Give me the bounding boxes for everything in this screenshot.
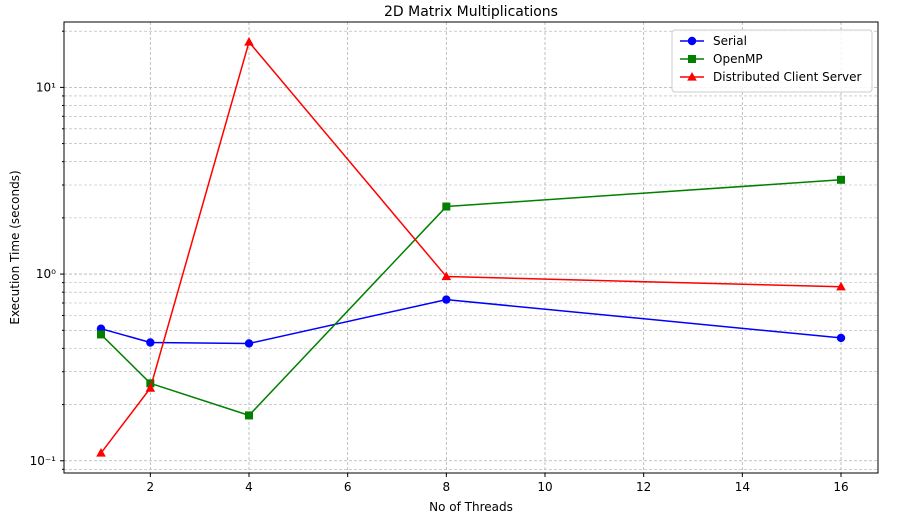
grid-layer [64,22,878,473]
data-point [836,333,846,343]
x-tick-label: 16 [833,480,848,494]
legend-box [671,29,873,93]
data-point [244,37,254,46]
data-point [96,448,106,457]
x-tick-label: 14 [735,480,750,494]
x-tick-label: 6 [344,480,352,494]
y-tick-label: 10¹ [36,80,56,94]
series-line [100,179,842,417]
series-2 [96,37,846,457]
y-tick-label: 10⁻¹ [30,454,57,468]
data-point [145,383,156,392]
legend-marker [687,36,697,46]
x-axis-label: No of Threads [429,500,513,514]
data-point [442,202,451,211]
legend-marker [687,72,697,81]
x-tick-label: 4 [245,480,253,494]
series-1 [97,175,845,420]
y-tick-label: 10⁰ [36,267,56,281]
legend-label: OpenMP [713,52,763,66]
data-point [245,411,253,420]
x-tick-label: 10 [537,480,552,494]
legend: Serial OpenMP Distributed Client Server [671,29,873,93]
x-tick-label: 8 [443,480,451,494]
y-axis-label: Execution Time (seconds) [8,170,22,324]
data-point [836,281,846,291]
x-tick-label: 12 [636,480,651,494]
plot-frame [63,21,879,474]
legend-item: Distributed Client Server [680,70,862,84]
series-layer [96,37,846,457]
data-point [441,271,452,281]
data-point [837,175,845,184]
x-tick-label: 2 [147,480,155,494]
data-point [97,330,105,339]
series-line [100,41,842,454]
legend-label: Distributed Client Server [713,70,862,84]
legend-item: OpenMP [680,52,763,66]
data-point [442,295,451,304]
data-point [244,339,254,348]
data-point [146,338,155,347]
legend-label: Serial [713,34,747,48]
chart-title: 2D Matrix Multiplications [384,4,558,20]
axis-layer: 2 4 6 8 10 12 14 16 10⁻¹ 10⁰ 10¹ [30,30,849,494]
legend-marker [688,55,696,63]
legend-item: Serial [680,34,747,48]
series-line [100,298,842,345]
